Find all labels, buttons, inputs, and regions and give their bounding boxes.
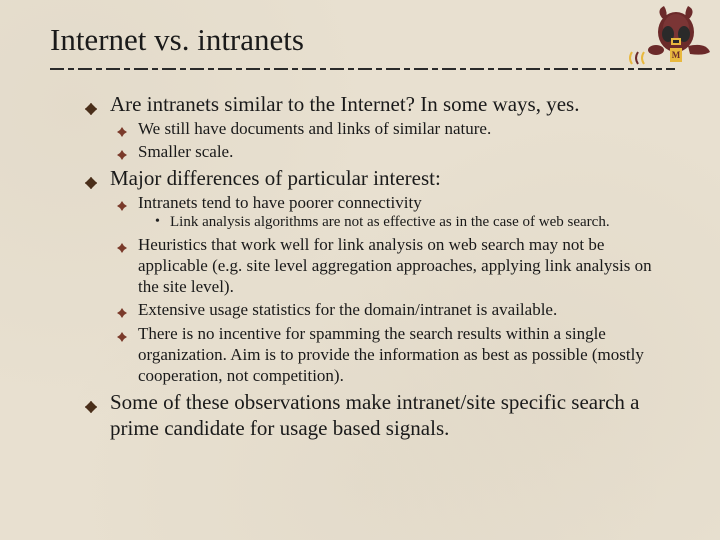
list-item-text: Link analysis algorithms are not as effe…: [170, 214, 610, 230]
bullet-icon: [116, 122, 128, 143]
bullet-list-level2: We still have documents and links of sim…: [116, 118, 670, 163]
bullet-list-level2: Intranets tend to have poorer connectivi…: [116, 192, 670, 387]
slide-title: Internet vs. intranets: [50, 22, 670, 58]
list-item-text: Extensive usage statistics for the domai…: [138, 300, 557, 319]
list-item: Heuristics that work well for link analy…: [116, 234, 670, 298]
bullet-list-level3: • Link analysis algorithms are not as ef…: [152, 213, 670, 232]
bullet-icon: [116, 303, 128, 324]
list-item: Smaller scale.: [116, 141, 670, 162]
list-item-text: We still have documents and links of sim…: [138, 119, 491, 138]
list-item: Major differences of particular interest…: [84, 166, 670, 386]
list-item-text: Some of these observations make intranet…: [110, 390, 639, 440]
bullet-icon: [116, 196, 128, 217]
list-item: We still have documents and links of sim…: [116, 118, 670, 139]
mascot-logo: M: [624, 2, 712, 68]
list-item: Intranets tend to have poorer connectivi…: [116, 192, 670, 232]
title-divider: [50, 68, 675, 70]
list-item: Extensive usage statistics for the domai…: [116, 299, 670, 320]
list-item: Are intranets similar to the Internet? I…: [84, 92, 670, 162]
bullet-icon: [84, 171, 98, 197]
list-item: Some of these observations make intranet…: [84, 390, 670, 441]
svg-text:M: M: [672, 50, 681, 60]
list-item-text: Smaller scale.: [138, 142, 233, 161]
bullet-list-level1: Are intranets similar to the Internet? I…: [84, 92, 670, 442]
bullet-icon: [116, 327, 128, 348]
slide-content: Internet vs. intranets Are intranets sim…: [0, 0, 720, 466]
bullet-icon: [116, 238, 128, 259]
list-item-text: There is no incentive for spamming the s…: [138, 324, 644, 386]
list-item-text: Major differences of particular interest…: [110, 166, 441, 190]
list-item: • Link analysis algorithms are not as ef…: [152, 213, 670, 232]
bullet-icon: [116, 145, 128, 166]
list-item-text: Intranets tend to have poorer connectivi…: [138, 193, 422, 212]
bullet-icon: [84, 395, 98, 421]
list-item-text: Are intranets similar to the Internet? I…: [110, 92, 579, 116]
bullet-icon: [84, 97, 98, 123]
bullet-icon: •: [155, 213, 160, 231]
list-item-text: Heuristics that work well for link analy…: [138, 235, 652, 297]
list-item: There is no incentive for spamming the s…: [116, 323, 670, 387]
